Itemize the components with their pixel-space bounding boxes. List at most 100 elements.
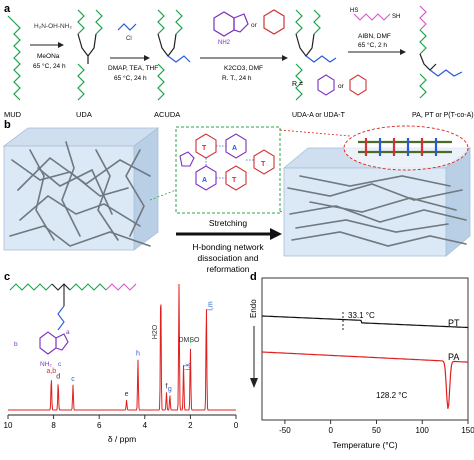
hbond-inset: A A T T T: [175, 126, 281, 214]
panel-b: b: [2, 119, 472, 274]
adenine-nh2-label: NH2: [218, 40, 231, 46]
caption-line-2: dissociation and: [198, 253, 259, 263]
r-equals-label: R =: [292, 81, 303, 88]
compound-acuda-name: ACUDA: [154, 110, 180, 119]
pt-transition-label: 33.1 °C: [348, 311, 375, 320]
nmr-peak-label-5: H2O: [152, 324, 159, 339]
nmr-molecule-proton-b: b: [14, 341, 18, 348]
nmr-x-axis-label: δ / ppm: [108, 434, 136, 444]
uda-at-structure: [295, 9, 337, 101]
r-group-legend: R = or: [292, 74, 367, 96]
dithiol-sh-left: HS: [350, 8, 358, 14]
nmr-peak-label-1: d: [56, 373, 60, 380]
caption-line-1: H-bonding network: [192, 242, 264, 252]
reagent-or-label: or: [251, 22, 258, 29]
nmr-tick-group: 10 8 6 4 2 0: [4, 415, 239, 430]
pt-curve-name: PT: [448, 318, 460, 328]
step3-conditions: R. T., 24 h: [222, 75, 252, 82]
step3-reagent: K2CO3, DMF: [224, 65, 263, 72]
reaction-arrow-2: Cl DMAP, TEA, THF 65 °C, 24 h: [108, 23, 158, 82]
panel-b-label: b: [4, 119, 11, 131]
mud-structure: [7, 15, 21, 101]
nmr-tick-label-6: 6: [97, 421, 102, 430]
polymer-structure: [419, 5, 463, 99]
zoom-line-right-top: [279, 129, 351, 137]
dsc-y-axis-label: Endo: [249, 299, 258, 318]
network-cube-left: [2, 127, 160, 251]
inset-base-t-1: T: [202, 145, 207, 152]
pa-transition-label: 128.2 °C: [376, 391, 407, 400]
panel-d-label: d: [250, 271, 257, 283]
endo-indicator: Endo: [249, 299, 258, 388]
caption-line-3: reformation: [207, 264, 250, 274]
nmr-tick-label-0: 0: [234, 421, 239, 430]
dsc-plot-frame: [261, 277, 469, 421]
reaction-arrow-3: K2CO3, DMF R. T., 24 h: [200, 55, 288, 82]
reaction-arrow-4: HS SH AIBN, DMF 65 °C, 2 h: [348, 8, 406, 55]
compound-mud-name: MUD: [4, 110, 22, 119]
nmr-tick-label-10: 10: [4, 421, 13, 430]
nmr-tick-label-4: 4: [143, 421, 148, 430]
dsc-curve-pt: [262, 315, 468, 329]
dithiol-sh-right: SH: [392, 14, 400, 20]
stretching-arrow: Stretching H-bonding network dissociatio…: [176, 218, 282, 274]
compound-uda-name: UDA: [76, 110, 92, 119]
nmr-peak-label-2: c: [71, 376, 75, 383]
nmr-peak-label-0: a,b: [46, 368, 56, 375]
nmr-molecule-nh2: NH₂: [40, 361, 52, 368]
inset-base-a-1: A: [232, 145, 237, 152]
inset-base-t-3: T: [261, 161, 266, 168]
panel-c-label: c: [4, 271, 10, 283]
nmr-peak-label-4: h: [136, 351, 140, 358]
step1-reagent: MeONa: [37, 53, 60, 60]
nmr-tick-label-8: 8: [51, 421, 56, 430]
compound-polymer-name: PA, PT or P(T-co-A): [412, 112, 474, 119]
r-group-or-label: or: [338, 83, 345, 90]
inset-base-a-2: A: [202, 177, 207, 184]
acuda-structure: [157, 9, 191, 101]
nmr-peak-label-10: i: [190, 338, 192, 345]
nmr-spectrum-line: [8, 283, 236, 411]
panel-a-label: a: [4, 3, 11, 15]
step1-conditions: 65 °C, 24 h: [33, 62, 66, 70]
nmr-peak-label-8: DMSO: [179, 337, 201, 344]
step4-reagent: AIBN, DMF: [358, 33, 391, 40]
panel-d: d -50 0 50 100 150 Temperature (°C) Endo 33.…: [249, 271, 474, 450]
panel-a: a MUD H₂N‑OH‑NH₂ MeONa 65 °C, 24 h UDA: [4, 3, 474, 119]
nmr-tick-label-2: 2: [188, 421, 193, 430]
nmr-molecule: [9, 283, 137, 355]
nmr-molecule-proton-a: a: [66, 329, 70, 336]
dsc-tick-label-150: 150: [461, 426, 474, 435]
dsc-tick-label-100: 100: [416, 426, 430, 435]
dsc-tick-label--50: -50: [279, 426, 291, 435]
dsc-tick-group: -50 0 50 100 150: [279, 420, 474, 435]
uda-structure: [77, 9, 103, 101]
compound-uda-at-name: UDA-A or UDA-T: [292, 112, 346, 119]
nmr-peak-label-7: g: [168, 386, 172, 393]
acryloyl-chloride-cl: Cl: [126, 36, 132, 42]
zoom-line-left: [149, 189, 177, 201]
dsc-tick-label-50: 50: [372, 426, 381, 435]
nmr-peak-label-9: j,k: [185, 363, 192, 372]
nmr-peak-label-6: f: [165, 383, 167, 390]
step2-conditions: 65 °C, 24 h: [114, 74, 147, 82]
dsc-x-axis-label: Temperature (°C): [332, 440, 397, 450]
stretching-label: Stretching: [209, 218, 248, 228]
network-cube-right: [282, 125, 472, 257]
dsc-tick-label-0: 0: [328, 426, 333, 435]
inset-base-t-2: T: [232, 177, 237, 184]
step4-conditions: 65 °C, 2 h: [358, 41, 387, 49]
aligned-chains: [358, 138, 452, 156]
step2-reagent: DMAP, TEA, THF: [108, 65, 158, 72]
nmr-peak-label-3: e: [125, 391, 129, 398]
nmr-peak-label-11: l,m: [207, 301, 214, 311]
nucleobase-reagents: NH2 or: [213, 9, 285, 46]
nmr-molecule-proton-c: c: [58, 361, 62, 368]
reaction-arrow-1: H₂N‑OH‑NH₂ MeONa 65 °C, 24 h: [30, 23, 72, 70]
dsc-curve-pa: [262, 351, 468, 409]
pa-curve-name: PA: [448, 352, 459, 362]
reagent-amine-oh: H₂N‑OH‑NH₂: [34, 23, 72, 30]
